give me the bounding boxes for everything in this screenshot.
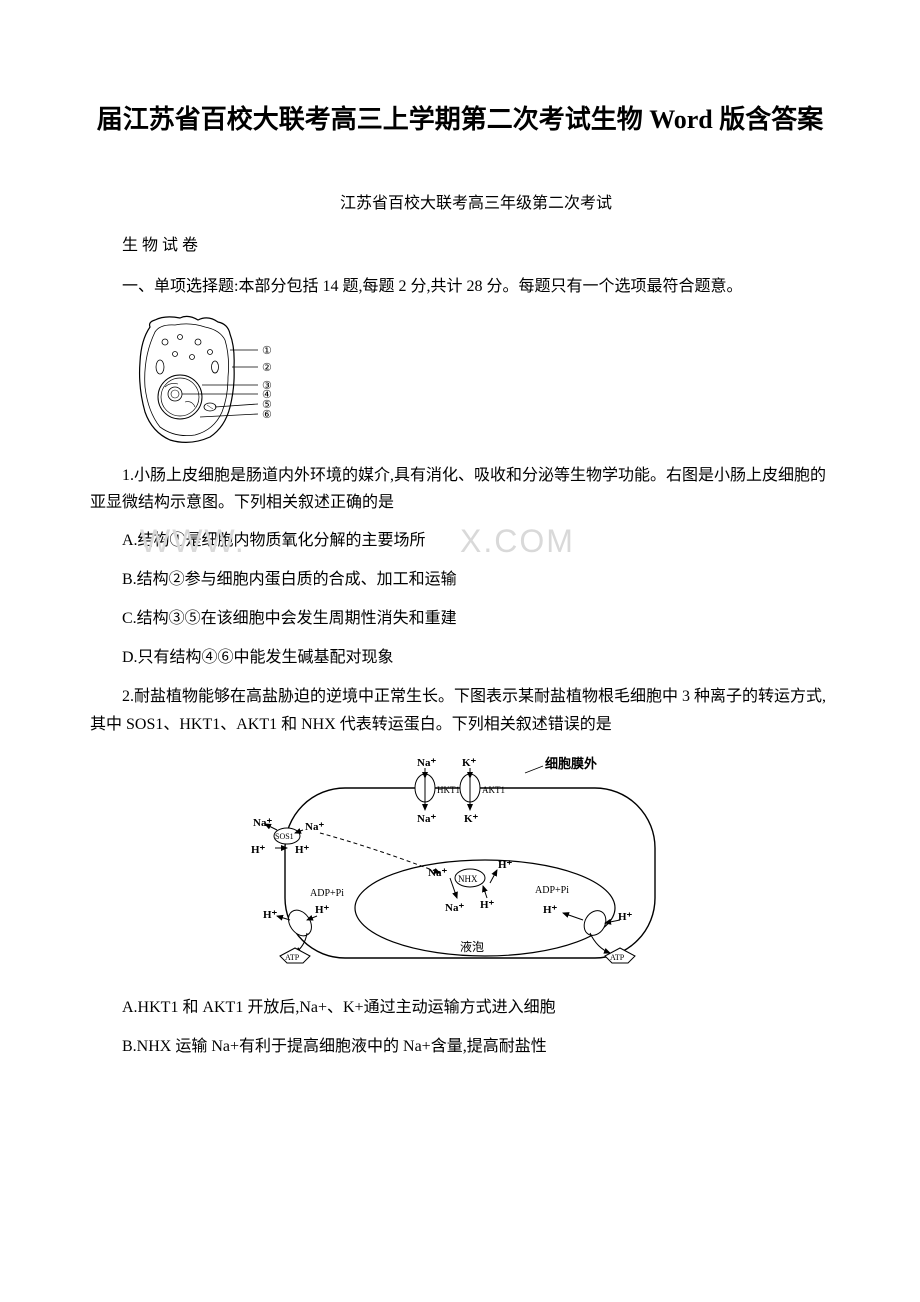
svg-text:ATP: ATP: [610, 953, 625, 962]
svg-text:Na⁺: Na⁺: [428, 867, 447, 879]
svg-text:ADP+Pi: ADP+Pi: [535, 885, 569, 896]
q1-option-d: D.只有结构④⑥中能发生碱基配对现象: [90, 644, 830, 671]
q1-option-c: C.结构③⑤在该细胞中会发生周期性消失和重建: [90, 605, 830, 632]
svg-text:Na⁺: Na⁺: [305, 821, 324, 833]
q2-stem: 2.耐盐植物能够在高盐胁迫的逆境中正常生长。下图表示某耐盐植物根毛细胞中 3 种…: [90, 683, 830, 737]
svg-text:ADP+Pi: ADP+Pi: [310, 888, 344, 899]
svg-text:H⁺: H⁺: [480, 899, 495, 911]
svg-text:Na⁺: Na⁺: [445, 902, 464, 914]
svg-text:AKT1: AKT1: [482, 785, 505, 795]
svg-text:H⁺: H⁺: [498, 859, 513, 871]
section-intro: 一、单项选择题:本部分包括 14 题,每题 2 分,共计 28 分。每题只有一个…: [90, 273, 830, 300]
svg-text:K⁺: K⁺: [464, 813, 479, 825]
q1-stem: 1.小肠上皮细胞是肠道内外环境的媒介,具有消化、吸收和分泌等生物学功能。右图是小…: [90, 462, 830, 516]
q2-figure: Na⁺ K⁺ Na⁺ K⁺ HKT1 AKT1 细胞膜外 Na⁺ SOS1 Na…: [90, 748, 830, 978]
q1-option-a: A.结构①是细胞内物质氧化分解的主要场所: [90, 527, 830, 554]
exam-subtitle: 江苏省百校大联考高三年级第二次考试: [90, 189, 830, 213]
q1-option-b: B.结构②参与细胞内蛋白质的合成、加工和运输: [90, 566, 830, 593]
svg-text:H⁺: H⁺: [263, 909, 278, 921]
svg-text:H⁺: H⁺: [618, 911, 633, 923]
svg-text:HKT1: HKT1: [437, 785, 460, 795]
svg-text:细胞膜外: 细胞膜外: [545, 756, 597, 771]
svg-text:H⁺: H⁺: [315, 904, 330, 916]
svg-text:NHX: NHX: [458, 874, 478, 884]
page-title: 届江苏省百校大联考高三上学期第二次考试生物 Word 版含答案: [90, 100, 830, 139]
svg-text:H⁺: H⁺: [295, 844, 310, 856]
subject-label: 生 物 试 卷: [90, 231, 830, 255]
label-2: ②: [262, 362, 272, 374]
q1-figure: ① ② ③ ④ ⑤ ⑥: [130, 312, 830, 452]
svg-text:Na⁺: Na⁺: [417, 813, 436, 825]
svg-text:K⁺: K⁺: [462, 757, 477, 769]
svg-text:H⁺: H⁺: [543, 904, 558, 916]
svg-text:H⁺: H⁺: [251, 844, 266, 856]
transport-diagram-icon: Na⁺ K⁺ Na⁺ K⁺ HKT1 AKT1 细胞膜外 Na⁺ SOS1 Na…: [245, 748, 675, 978]
cell-diagram-icon: ① ② ③ ④ ⑤ ⑥: [130, 312, 300, 452]
svg-text:Na⁺: Na⁺: [253, 817, 272, 829]
q2-option-a: A.HKT1 和 AKT1 开放后,Na+、K+通过主动运输方式进入细胞: [90, 994, 830, 1021]
svg-text:ATP: ATP: [285, 953, 300, 962]
svg-text:液泡: 液泡: [460, 939, 484, 954]
label-1: ①: [262, 345, 272, 357]
svg-text:Na⁺: Na⁺: [417, 757, 436, 769]
label-6: ⑥: [262, 409, 272, 421]
svg-text:SOS1: SOS1: [275, 832, 294, 841]
q2-option-b: B.NHX 运输 Na+有利于提高细胞液中的 Na+含量,提高耐盐性: [90, 1033, 830, 1060]
